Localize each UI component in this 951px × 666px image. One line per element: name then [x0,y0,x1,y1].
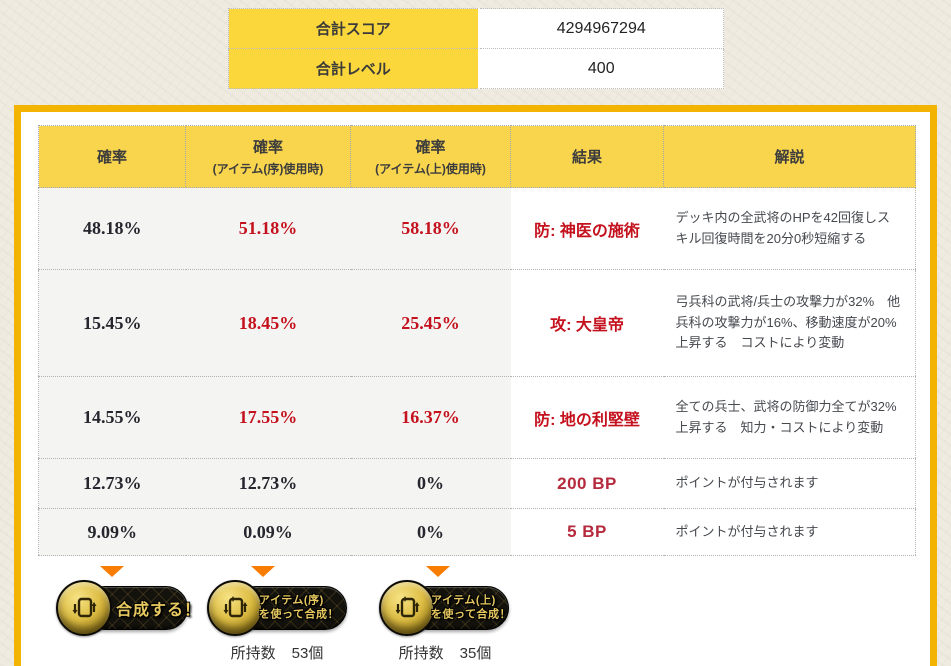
table-row: 48.18% 51.18% 58.18% 防: 神医の施術 デッキ内の全武将のH… [38,187,916,270]
total-level-label: 合計レベル [228,48,480,89]
prob-item-jo-cell: 51.18% [185,187,351,270]
table-row: 9.09% 0.09% 0% 5 BP ポイントが付与されます [38,508,916,556]
description-cell: デッキ内の全武将のHPを42回復しスキル回復時間を20分0秒短縮する [663,187,916,270]
summary-row-level: 合計レベル 400 [228,48,724,89]
prob-item-jo-cell: 17.55% [185,376,351,459]
total-score-value: 4294967294 [478,8,724,49]
owned-count-item-jou: 所持数 35個 [398,645,492,662]
owned-count-item-jo: 所持数 53個 [230,645,324,662]
synthesize-button-label: 合成する！ [116,602,202,619]
prob-base-cell: 12.73% [38,458,186,509]
prob-item-jou-cell: 0% [350,458,511,509]
header-description: 解説 [663,125,916,188]
table-row: 14.55% 17.55% 16.37% 防: 地の利堅壁 全ての兵士、武将の防… [38,376,916,459]
table-row: 15.45% 18.45% 25.45% 攻: 大皇帝 弓兵科の武将/兵士の攻撃… [38,269,916,377]
prob-item-jou-cell: 58.18% [350,187,511,270]
result-cell: 200 BP [510,458,664,509]
table-row: 12.73% 12.73% 0% 200 BP ポイントが付与されます [38,458,916,509]
result-cell: 5 BP [510,508,664,556]
prob-item-jou-cell: 0% [350,508,511,556]
prob-base-cell: 9.09% [38,508,186,556]
synthesis-card-icon [56,580,112,636]
result-cell: 防: 神医の施術 [510,187,664,270]
description-cell: 弓兵科の武将/兵士の攻撃力が32% 他兵科の攻撃力が16%、移動速度が20%上昇… [663,269,916,377]
item-jo-button-label: アイテム(序) を使って合成！ [259,594,339,621]
prob-base-cell: 14.55% [38,376,186,459]
down-arrow-icon [426,566,450,577]
prob-item-jo-cell: 12.73% [185,458,351,509]
total-score-label: 合計スコア [228,8,480,49]
result-cell: 攻: 大皇帝 [510,269,664,377]
summary-table: 合計スコア 4294967294 合計レベル 400 [228,8,724,89]
prob-item-jo-cell: 0.09% [185,508,351,556]
description-cell: ポイントが付与されます [663,508,916,556]
header-probability-item-jo: 確率 (アイテム(序)使用時) [185,125,351,188]
prob-base-cell: 48.18% [38,187,186,270]
item-jou-synthesize-button[interactable]: アイテム(上) を使って合成！ [379,579,511,637]
summary-row-score: 合計スコア 4294967294 [228,8,724,49]
prob-item-jou-cell: 25.45% [350,269,511,377]
prob-item-jou-cell: 16.37% [350,376,511,459]
probability-table: 確率 確率 (アイテム(序)使用時) 確率 (アイテム(上)使用時) 結果 解説 [38,125,916,556]
item-jo-synthesize-button[interactable]: アイテム(序) を使って合成！ [207,579,347,637]
down-arrow-icon [251,566,275,577]
table-header-row: 確率 確率 (アイテム(序)使用時) 確率 (アイテム(上)使用時) 結果 解説 [38,125,916,188]
description-cell: ポイントが付与されます [663,458,916,509]
header-result: 結果 [510,125,664,188]
prob-item-jo-cell: 18.45% [185,269,351,377]
synthesize-button[interactable]: 合成する！ [56,579,200,637]
header-probability: 確率 [38,125,186,188]
synthesis-card-icon [207,580,263,636]
result-cell: 防: 地の利堅壁 [510,376,664,459]
down-arrow-icon [100,566,124,577]
header-probability-item-jou: 確率 (アイテム(上)使用時) [350,125,511,188]
prob-base-cell: 15.45% [38,269,186,377]
description-cell: 全ての兵士、武将の防御力全てが32%上昇する 知力・コストにより変動 [663,376,916,459]
total-level-value: 400 [478,48,724,89]
synthesis-card-icon [379,580,435,636]
item-jou-button-label: アイテム(上) を使って合成！ [431,594,511,621]
